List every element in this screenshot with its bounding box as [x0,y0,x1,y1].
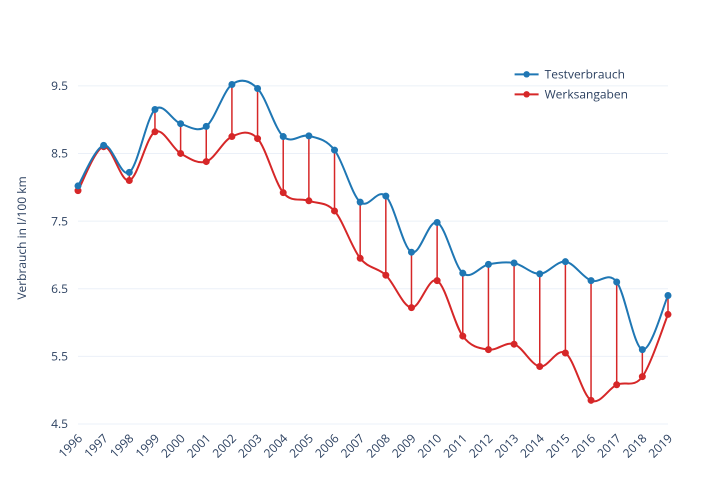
series-marker [203,159,209,165]
legend-item-label: Werksangaben [545,86,628,103]
series-marker [255,136,261,142]
series-marker [485,261,491,267]
legend-item-label: Testverbrauch [545,66,625,83]
series-marker [229,134,235,140]
series-marker [357,199,363,205]
series-marker [614,382,620,388]
series-marker [511,341,517,347]
series-marker [101,142,107,148]
series-marker [152,106,158,112]
series-marker [75,183,81,189]
y-tick-label: 6.5 [51,280,68,297]
series-marker [562,259,568,265]
series-marker [537,364,543,370]
series-marker [280,190,286,196]
y-tick-label: 7.5 [51,212,68,229]
series-marker [306,198,312,204]
series-marker [511,260,517,266]
series-marker [485,347,491,353]
series-marker [178,150,184,156]
series-marker [203,123,209,129]
series-marker [562,350,568,356]
y-axis-title: Verbrauch in l/100 km [13,176,30,299]
y-tick-label: 4.5 [51,415,68,432]
series-marker [126,178,132,184]
series-marker [306,133,312,139]
series-marker [460,333,466,339]
series-marker [408,249,414,255]
series-marker [408,305,414,311]
series-marker [537,271,543,277]
series-marker [357,255,363,261]
series-marker [280,134,286,140]
series-marker [639,347,645,353]
series-marker [229,81,235,87]
series-marker [178,121,184,127]
line-chart: 4.55.56.57.58.59.51996199719981999200020… [0,0,710,502]
series-marker [255,86,261,92]
y-tick-label: 9.5 [51,77,68,94]
series-marker [126,169,132,175]
series-marker [434,219,440,225]
series-marker [665,292,671,298]
series-marker [332,147,338,153]
series-marker [434,278,440,284]
series-marker [383,193,389,199]
series-marker [614,279,620,285]
series-marker [383,272,389,278]
series-marker [588,278,594,284]
y-tick-label: 5.5 [51,348,68,365]
series-marker [152,129,158,135]
series-marker [332,208,338,214]
series-marker [665,311,671,317]
y-tick-label: 8.5 [51,145,68,162]
series-marker [639,374,645,380]
series-marker [460,270,466,276]
series-marker [588,397,594,403]
